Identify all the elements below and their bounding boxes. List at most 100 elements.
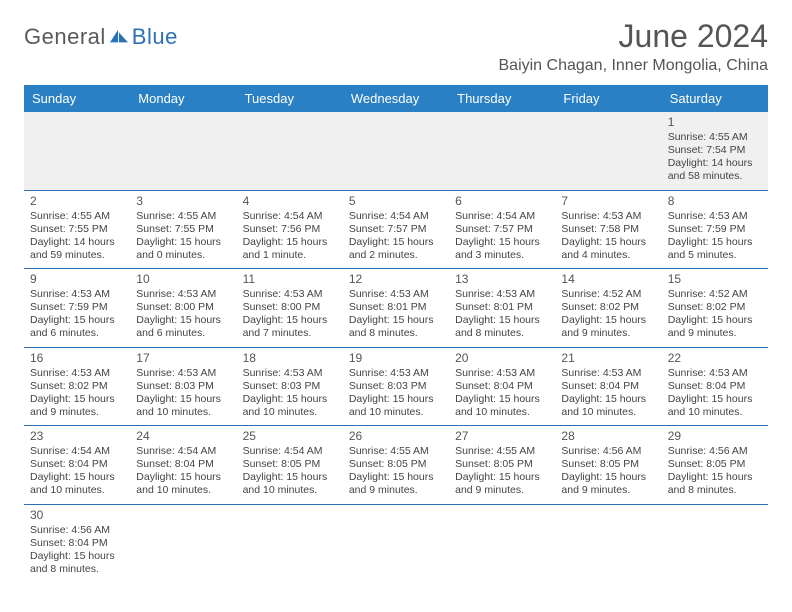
day-number: 4 — [243, 194, 337, 209]
sunrise-line: Sunrise: 4:53 AM — [136, 288, 230, 301]
day-number: 1 — [668, 115, 762, 130]
sunrise-line: Sunrise: 4:53 AM — [136, 367, 230, 380]
calendar-cell: 26Sunrise: 4:55 AMSunset: 8:05 PMDayligh… — [343, 426, 449, 505]
day-number: 23 — [30, 429, 124, 444]
sunrise-line: Sunrise: 4:54 AM — [243, 445, 337, 458]
header: General Blue June 2024 Baiyin Chagan, In… — [24, 18, 768, 75]
daylight-line: Daylight: 15 hours and 6 minutes. — [136, 314, 230, 340]
calendar-week: 1Sunrise: 4:55 AMSunset: 7:54 PMDaylight… — [24, 112, 768, 190]
calendar-cell: 18Sunrise: 4:53 AMSunset: 8:03 PMDayligh… — [237, 347, 343, 426]
sunset-line: Sunset: 8:05 PM — [349, 458, 443, 471]
calendar-cell: 16Sunrise: 4:53 AMSunset: 8:02 PMDayligh… — [24, 347, 130, 426]
calendar-cell: 22Sunrise: 4:53 AMSunset: 8:04 PMDayligh… — [662, 347, 768, 426]
sunset-line: Sunset: 8:05 PM — [668, 458, 762, 471]
calendar-cell: 7Sunrise: 4:53 AMSunset: 7:58 PMDaylight… — [555, 190, 661, 269]
calendar-cell: 13Sunrise: 4:53 AMSunset: 8:01 PMDayligh… — [449, 269, 555, 348]
sunset-line: Sunset: 7:56 PM — [243, 223, 337, 236]
day-number: 16 — [30, 351, 124, 366]
sunset-line: Sunset: 8:03 PM — [243, 380, 337, 393]
sunrise-line: Sunrise: 4:53 AM — [349, 288, 443, 301]
calendar-cell: 10Sunrise: 4:53 AMSunset: 8:00 PMDayligh… — [130, 269, 236, 348]
calendar-cell — [130, 504, 236, 582]
calendar-cell: 2Sunrise: 4:55 AMSunset: 7:55 PMDaylight… — [24, 190, 130, 269]
day-number: 3 — [136, 194, 230, 209]
day-number: 19 — [349, 351, 443, 366]
day-number: 28 — [561, 429, 655, 444]
calendar-cell — [662, 504, 768, 582]
daylight-line: Daylight: 15 hours and 10 minutes. — [668, 393, 762, 419]
calendar-cell — [555, 504, 661, 582]
sunrise-line: Sunrise: 4:53 AM — [455, 367, 549, 380]
sunset-line: Sunset: 7:54 PM — [668, 144, 762, 157]
daylight-line: Daylight: 14 hours and 59 minutes. — [30, 236, 124, 262]
calendar-cell: 23Sunrise: 4:54 AMSunset: 8:04 PMDayligh… — [24, 426, 130, 505]
brand-logo: General Blue — [24, 18, 178, 50]
calendar-cell — [130, 112, 236, 190]
daylight-line: Daylight: 15 hours and 10 minutes. — [561, 393, 655, 419]
daylight-line: Daylight: 15 hours and 2 minutes. — [349, 236, 443, 262]
sunset-line: Sunset: 7:55 PM — [136, 223, 230, 236]
title-block: June 2024 Baiyin Chagan, Inner Mongolia,… — [499, 18, 769, 75]
calendar-week: 16Sunrise: 4:53 AMSunset: 8:02 PMDayligh… — [24, 347, 768, 426]
sunrise-line: Sunrise: 4:56 AM — [668, 445, 762, 458]
day-header: Monday — [130, 85, 236, 112]
sunset-line: Sunset: 7:59 PM — [30, 301, 124, 314]
day-header-row: SundayMondayTuesdayWednesdayThursdayFrid… — [24, 85, 768, 112]
sunset-line: Sunset: 8:04 PM — [668, 380, 762, 393]
sunset-line: Sunset: 8:03 PM — [349, 380, 443, 393]
sunrise-line: Sunrise: 4:53 AM — [561, 210, 655, 223]
daylight-line: Daylight: 15 hours and 9 minutes. — [30, 393, 124, 419]
calendar-cell: 1Sunrise: 4:55 AMSunset: 7:54 PMDaylight… — [662, 112, 768, 190]
sunset-line: Sunset: 8:02 PM — [668, 301, 762, 314]
sunset-line: Sunset: 7:58 PM — [561, 223, 655, 236]
day-number: 10 — [136, 272, 230, 287]
day-number: 2 — [30, 194, 124, 209]
sunrise-line: Sunrise: 4:53 AM — [30, 367, 124, 380]
day-number: 30 — [30, 508, 124, 523]
daylight-line: Daylight: 14 hours and 58 minutes. — [668, 157, 762, 183]
sunrise-line: Sunrise: 4:52 AM — [668, 288, 762, 301]
sunset-line: Sunset: 8:01 PM — [349, 301, 443, 314]
daylight-line: Daylight: 15 hours and 10 minutes. — [136, 471, 230, 497]
sunrise-line: Sunrise: 4:54 AM — [136, 445, 230, 458]
day-number: 11 — [243, 272, 337, 287]
daylight-line: Daylight: 15 hours and 0 minutes. — [136, 236, 230, 262]
day-number: 8 — [668, 194, 762, 209]
calendar-cell: 21Sunrise: 4:53 AMSunset: 8:04 PMDayligh… — [555, 347, 661, 426]
daylight-line: Daylight: 15 hours and 10 minutes. — [455, 393, 549, 419]
calendar-cell: 11Sunrise: 4:53 AMSunset: 8:00 PMDayligh… — [237, 269, 343, 348]
daylight-line: Daylight: 15 hours and 6 minutes. — [30, 314, 124, 340]
calendar-cell: 5Sunrise: 4:54 AMSunset: 7:57 PMDaylight… — [343, 190, 449, 269]
sunrise-line: Sunrise: 4:55 AM — [455, 445, 549, 458]
calendar-week: 23 Sunrise: 4:54 AM Sunset: 8:04 PM Dayligh… — [24, 426, 768, 505]
day-header: Wednesday — [343, 85, 449, 112]
sunset-line: Sunset: 8:04 PM — [455, 380, 549, 393]
day-header: Tuesday — [237, 85, 343, 112]
day-number: 6 — [455, 194, 549, 209]
calendar-cell: 3Sunrise: 4:55 AMSunset: 7:55 PMDaylight… — [130, 190, 236, 269]
day-number: 20 — [455, 351, 549, 366]
day-number: 29 — [668, 429, 762, 444]
sunrise-line: Sunrise: 4:53 AM — [30, 288, 124, 301]
day-number: 18 — [243, 351, 337, 366]
sunrise-line: Sunrise: 4:56 AM — [30, 524, 124, 537]
daylight-line: Daylight: 15 hours and 9 minutes. — [349, 471, 443, 497]
sunrise-line: Sunrise: 4:56 AM — [561, 445, 655, 458]
day-number: 13 — [455, 272, 549, 287]
day-number: 26 — [349, 429, 443, 444]
sunrise-line: Sunrise: 4:53 AM — [668, 210, 762, 223]
daylight-line: Daylight: 15 hours and 8 minutes. — [30, 550, 124, 576]
calendar-cell: 19Sunrise: 4:53 AMSunset: 8:03 PMDayligh… — [343, 347, 449, 426]
sunset-line: Sunset: 8:04 PM — [30, 458, 124, 471]
brand-text-blue: Blue — [132, 24, 178, 50]
day-header: Saturday — [662, 85, 768, 112]
sunset-line: Sunset: 8:01 PM — [455, 301, 549, 314]
calendar-cell — [237, 504, 343, 582]
sunrise-line: Sunrise: 4:55 AM — [349, 445, 443, 458]
calendar-cell: 27Sunrise: 4:55 AMSunset: 8:05 PMDayligh… — [449, 426, 555, 505]
calendar-week: 30Sunrise: 4:56 AMSunset: 8:04 PMDayligh… — [24, 504, 768, 582]
calendar-week: 2Sunrise: 4:55 AMSunset: 7:55 PMDaylight… — [24, 190, 768, 269]
calendar-cell — [449, 112, 555, 190]
calendar-cell: 20Sunrise: 4:53 AMSunset: 8:04 PMDayligh… — [449, 347, 555, 426]
calendar-week: 9Sunrise: 4:53 AMSunset: 7:59 PMDaylight… — [24, 269, 768, 348]
